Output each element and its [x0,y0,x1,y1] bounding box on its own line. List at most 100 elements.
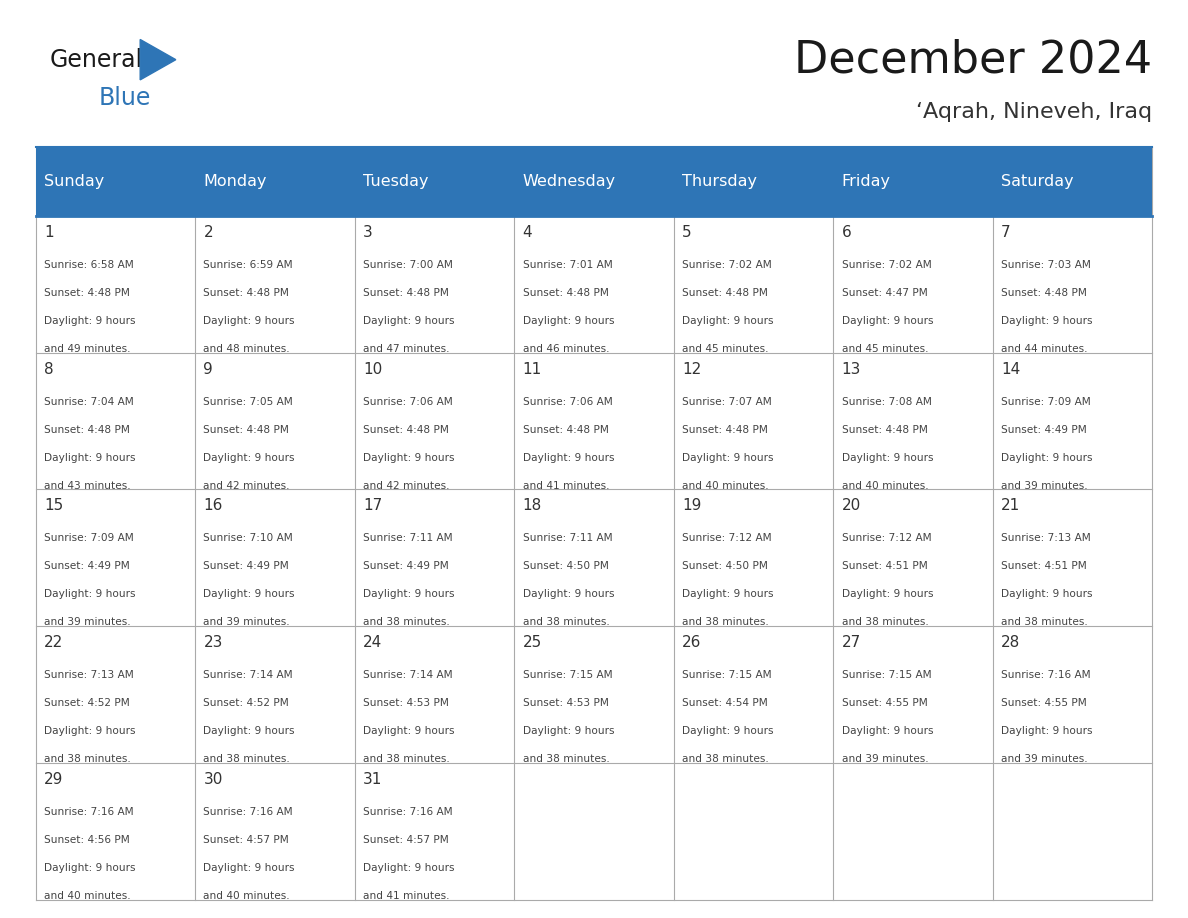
Text: Sunset: 4:50 PM: Sunset: 4:50 PM [682,562,767,571]
Text: Sunset: 4:57 PM: Sunset: 4:57 PM [364,835,449,845]
Text: and 39 minutes.: and 39 minutes. [1001,755,1088,765]
Text: Daylight: 9 hours: Daylight: 9 hours [1001,589,1093,599]
Text: and 38 minutes.: and 38 minutes. [203,755,290,765]
Bar [36,489,195,626]
Bar [674,489,833,626]
Text: Sunrise: 7:09 AM: Sunrise: 7:09 AM [1001,397,1091,407]
Bar [36,353,195,489]
Text: and 40 minutes.: and 40 minutes. [682,481,769,491]
Text: 6: 6 [841,225,852,240]
Bar [36,763,195,900]
Text: Sunrise: 7:11 AM: Sunrise: 7:11 AM [523,533,612,543]
Text: Sunset: 4:49 PM: Sunset: 4:49 PM [364,562,449,571]
Text: Daylight: 9 hours: Daylight: 9 hours [523,726,614,736]
Text: and 40 minutes.: and 40 minutes. [203,891,290,901]
Bar [355,626,514,763]
Text: Sunset: 4:48 PM: Sunset: 4:48 PM [841,425,928,434]
Text: and 42 minutes.: and 42 minutes. [203,481,290,491]
Text: and 38 minutes.: and 38 minutes. [682,618,769,628]
Text: Sunday: Sunday [44,174,105,189]
Bar [993,763,1152,900]
Text: 14: 14 [1001,362,1020,376]
Text: Daylight: 9 hours: Daylight: 9 hours [44,453,135,463]
Text: and 40 minutes.: and 40 minutes. [841,481,928,491]
Text: Sunrise: 7:10 AM: Sunrise: 7:10 AM [203,533,293,543]
Text: Sunset: 4:52 PM: Sunset: 4:52 PM [203,699,289,708]
Text: 3: 3 [364,225,373,240]
Bar [355,489,514,626]
Text: Sunset: 4:48 PM: Sunset: 4:48 PM [523,425,608,434]
Text: Daylight: 9 hours: Daylight: 9 hours [364,316,455,326]
Text: Monday: Monday [203,174,267,189]
Text: and 39 minutes.: and 39 minutes. [841,755,928,765]
Text: Daylight: 9 hours: Daylight: 9 hours [841,453,933,463]
Bar [514,763,674,900]
Text: Sunset: 4:48 PM: Sunset: 4:48 PM [203,425,290,434]
Text: and 45 minutes.: and 45 minutes. [841,344,928,354]
Text: and 39 minutes.: and 39 minutes. [203,618,290,628]
Text: and 38 minutes.: and 38 minutes. [364,618,450,628]
Text: Sunrise: 7:04 AM: Sunrise: 7:04 AM [44,397,134,407]
Text: Daylight: 9 hours: Daylight: 9 hours [682,589,773,599]
Text: and 41 minutes.: and 41 minutes. [364,891,449,901]
Text: Daylight: 9 hours: Daylight: 9 hours [1001,316,1093,326]
Bar [674,626,833,763]
Bar [355,353,514,489]
Text: Daylight: 9 hours: Daylight: 9 hours [44,589,135,599]
Bar [993,489,1152,626]
Text: Sunset: 4:52 PM: Sunset: 4:52 PM [44,699,129,708]
Bar [514,216,674,353]
Text: Sunset: 4:50 PM: Sunset: 4:50 PM [523,562,608,571]
Text: Daylight: 9 hours: Daylight: 9 hours [44,863,135,873]
Text: Sunrise: 7:06 AM: Sunrise: 7:06 AM [364,397,453,407]
Text: and 38 minutes.: and 38 minutes. [1001,618,1088,628]
Polygon shape [140,39,176,80]
Text: Sunrise: 7:14 AM: Sunrise: 7:14 AM [364,670,453,680]
Text: Sunrise: 7:12 AM: Sunrise: 7:12 AM [682,533,772,543]
Text: Daylight: 9 hours: Daylight: 9 hours [523,316,614,326]
Text: Friday: Friday [841,174,891,189]
Text: and 47 minutes.: and 47 minutes. [364,344,449,354]
Text: and 43 minutes.: and 43 minutes. [44,481,131,491]
Text: 31: 31 [364,772,383,787]
Text: General: General [50,48,143,72]
Text: Daylight: 9 hours: Daylight: 9 hours [203,863,295,873]
Text: Sunset: 4:55 PM: Sunset: 4:55 PM [841,699,928,708]
Bar [36,216,195,353]
Text: Sunrise: 7:16 AM: Sunrise: 7:16 AM [203,807,293,817]
Text: 11: 11 [523,362,542,376]
Text: Daylight: 9 hours: Daylight: 9 hours [682,453,773,463]
Text: Daylight: 9 hours: Daylight: 9 hours [1001,453,1093,463]
Text: Sunset: 4:51 PM: Sunset: 4:51 PM [1001,562,1087,571]
Text: Sunset: 4:56 PM: Sunset: 4:56 PM [44,835,129,845]
Text: Sunrise: 7:16 AM: Sunrise: 7:16 AM [44,807,133,817]
Text: Daylight: 9 hours: Daylight: 9 hours [203,316,295,326]
Bar [514,626,674,763]
Bar [36,626,195,763]
Text: 9: 9 [203,362,213,376]
Bar [833,626,993,763]
Text: and 46 minutes.: and 46 minutes. [523,344,609,354]
Text: Sunrise: 7:02 AM: Sunrise: 7:02 AM [682,260,772,270]
Text: 24: 24 [364,635,383,650]
Text: Saturday: Saturday [1001,174,1074,189]
Text: and 39 minutes.: and 39 minutes. [1001,481,1088,491]
Text: and 40 minutes.: and 40 minutes. [44,891,131,901]
Bar [195,626,355,763]
Text: Sunset: 4:53 PM: Sunset: 4:53 PM [523,699,608,708]
Text: Sunset: 4:53 PM: Sunset: 4:53 PM [364,699,449,708]
Text: 7: 7 [1001,225,1011,240]
Text: Sunrise: 7:07 AM: Sunrise: 7:07 AM [682,397,772,407]
Text: Sunrise: 7:06 AM: Sunrise: 7:06 AM [523,397,612,407]
Text: Daylight: 9 hours: Daylight: 9 hours [841,589,933,599]
Text: December 2024: December 2024 [795,39,1152,81]
Text: Sunrise: 7:13 AM: Sunrise: 7:13 AM [1001,533,1091,543]
Text: and 38 minutes.: and 38 minutes. [364,755,450,765]
Text: Daylight: 9 hours: Daylight: 9 hours [523,589,614,599]
Text: Sunset: 4:51 PM: Sunset: 4:51 PM [841,562,928,571]
Bar [833,353,993,489]
Bar [195,489,355,626]
Text: Sunset: 4:47 PM: Sunset: 4:47 PM [841,288,928,297]
Text: Sunrise: 6:58 AM: Sunrise: 6:58 AM [44,260,134,270]
Bar [514,489,674,626]
